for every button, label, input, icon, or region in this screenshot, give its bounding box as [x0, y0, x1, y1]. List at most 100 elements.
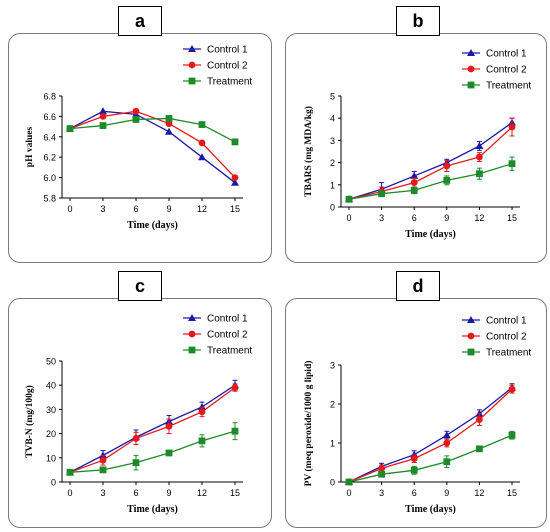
- data-point-1: [410, 171, 419, 179]
- data-point-1: [99, 107, 107, 115]
- y-tick-label: 6.6: [43, 112, 56, 122]
- data-point-2: [378, 464, 385, 472]
- legend-marker: [188, 61, 196, 69]
- legend-label: Control 1: [207, 314, 248, 325]
- x-tick-label: 12: [474, 213, 484, 223]
- x-tick-label: 6: [412, 488, 417, 498]
- panel-a-label: a: [118, 6, 162, 36]
- data-point-2: [231, 174, 239, 182]
- data-point-3: [198, 437, 206, 445]
- data-point-2: [443, 439, 451, 447]
- legend-label: Treatment: [207, 346, 252, 357]
- panel-a-frame: [8, 33, 272, 263]
- data-point-3: [378, 470, 385, 478]
- y-tick-label: 4: [330, 114, 335, 124]
- panel-c-label: c: [118, 271, 162, 301]
- x-axis-title: Time (days): [405, 504, 456, 515]
- data-point-3: [508, 431, 516, 439]
- data-point-3: [231, 138, 239, 146]
- panel-d-frame: [285, 298, 547, 528]
- x-tick-label: 12: [197, 204, 207, 214]
- data-point-1: [165, 127, 173, 135]
- data-point-3: [476, 170, 483, 178]
- legend-label: Control 2: [207, 330, 248, 341]
- series-line-2: [69, 110, 236, 179]
- y-tick-label: 20: [46, 429, 56, 439]
- data-point-3: [410, 186, 418, 194]
- legend-label: Treatment: [207, 77, 252, 88]
- x-tick-label: 15: [230, 488, 240, 498]
- x-tick-label: 15: [507, 488, 517, 498]
- x-tick-label: 9: [444, 213, 449, 223]
- legend-label: Control 1: [207, 45, 248, 56]
- data-point-2: [99, 456, 107, 464]
- legend-label: Control 1: [486, 316, 527, 327]
- y-tick-label: 10: [46, 453, 56, 463]
- x-tick-label: 9: [444, 488, 449, 498]
- data-point-1: [198, 153, 206, 161]
- data-point-3: [66, 125, 74, 133]
- y-axis-title: TBARS (mg MDA/kg): [303, 106, 314, 197]
- x-tick-label: 3: [379, 213, 384, 223]
- y-tick-label: 1: [330, 180, 335, 190]
- x-tick-label: 0: [67, 488, 72, 498]
- y-tick-label: 5: [330, 92, 335, 102]
- data-point-2: [508, 123, 516, 131]
- legend-marker: [188, 330, 196, 338]
- x-tick-label: 9: [166, 488, 171, 498]
- legend-marker: [467, 81, 475, 89]
- data-point-2: [443, 162, 451, 170]
- panel-d-label: d: [396, 271, 440, 301]
- series-line-2: [69, 387, 236, 473]
- data-point-2: [198, 408, 206, 416]
- series-line-1: [69, 110, 236, 184]
- data-point-2: [476, 153, 483, 161]
- data-point-3: [443, 458, 451, 466]
- data-point-3: [231, 427, 239, 435]
- series-line-1: [348, 122, 513, 200]
- data-point-2: [476, 416, 483, 423]
- x-tick-label: 3: [379, 488, 384, 498]
- y-axis-title: pH values: [25, 127, 35, 168]
- y-tick-label: 50: [46, 357, 56, 367]
- series-line-3: [69, 117, 236, 143]
- data-point-3: [165, 115, 173, 122]
- legend-marker: [188, 77, 196, 85]
- y-tick-label: 2: [330, 158, 335, 168]
- data-point-2: [231, 384, 239, 392]
- data-point-3: [99, 122, 107, 129]
- y-axis-title: PV (meq peroxide/1000 g lipid): [303, 361, 314, 487]
- data-point-3: [198, 121, 206, 128]
- data-point-2: [198, 139, 206, 147]
- series-line-3: [348, 434, 513, 483]
- data-point-3: [345, 478, 353, 486]
- data-point-2: [508, 385, 516, 393]
- legend-label: Control 1: [486, 49, 527, 60]
- legend-marker: [188, 314, 196, 321]
- data-point-3: [476, 445, 483, 453]
- y-tick-label: 6.0: [43, 173, 56, 183]
- x-tick-label: 0: [67, 204, 72, 214]
- data-point-3: [508, 160, 516, 168]
- data-point-3: [165, 449, 173, 457]
- legend-label: Treatment: [486, 81, 531, 92]
- y-tick-label: 40: [46, 381, 56, 391]
- x-tick-label: 6: [133, 488, 138, 498]
- data-point-2: [165, 422, 173, 430]
- x-tick-label: 3: [100, 488, 105, 498]
- x-tick-label: 9: [166, 204, 171, 214]
- x-tick-label: 6: [133, 204, 138, 214]
- x-axis-title: Time (days): [127, 220, 178, 231]
- y-tick-label: 2: [330, 400, 335, 410]
- panel-c-frame: [8, 298, 272, 528]
- data-point-3: [132, 116, 140, 123]
- legend-marker: [467, 348, 475, 356]
- legend-label: Control 2: [486, 332, 527, 343]
- legend-marker: [188, 45, 196, 52]
- y-tick-label: 0: [330, 203, 335, 213]
- data-point-3: [66, 468, 74, 476]
- series-line-1: [69, 384, 236, 473]
